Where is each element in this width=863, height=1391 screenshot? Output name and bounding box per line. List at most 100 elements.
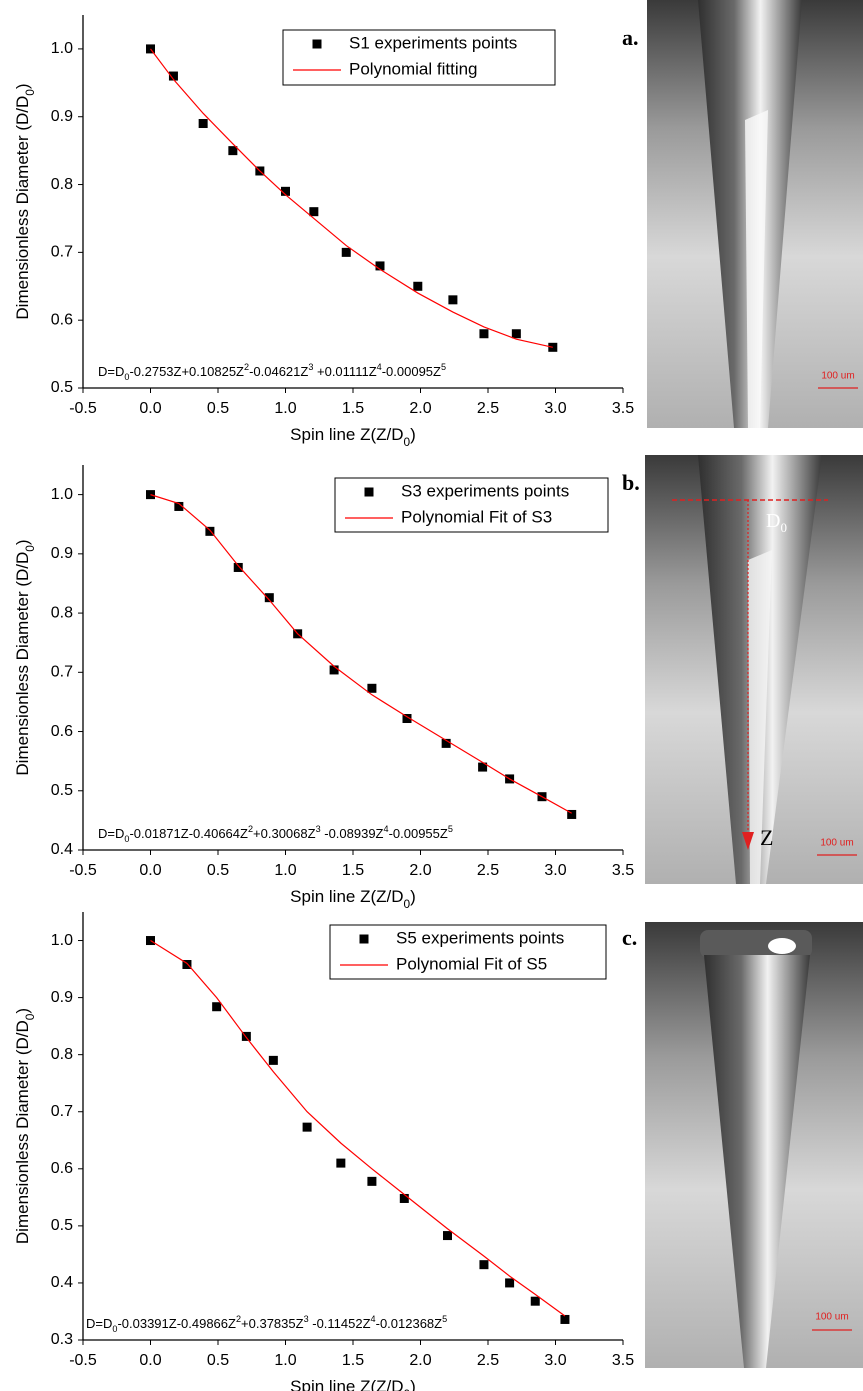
y-axis-title-part: ) [13, 539, 32, 545]
data-point [168, 71, 178, 81]
data-point [268, 1055, 278, 1065]
equation-part: 5 [441, 362, 446, 372]
y-tick-label: 0.4 [51, 841, 73, 858]
data-point [281, 186, 290, 196]
data-point [309, 207, 319, 217]
x-tick-label: -0.5 [69, 862, 97, 879]
data-point [367, 1176, 377, 1186]
x-tick-label: -0.5 [69, 1352, 97, 1369]
y-axis-title-part: 0 [23, 89, 37, 96]
equation-part: 0 [112, 1324, 117, 1334]
photo-a [647, 0, 863, 428]
y-axis-title-part: Dimensionless Diameter (D/D [13, 1020, 32, 1244]
y-tick-label: 0.3 [51, 1331, 73, 1348]
equation-part: D=D [98, 364, 124, 379]
data-point [402, 714, 412, 724]
data-point [443, 1231, 452, 1241]
equation-part: +0.01111Z [313, 364, 376, 379]
y-axis-title-part: 0 [23, 545, 37, 552]
data-point [530, 1296, 540, 1306]
legend-box [334, 477, 609, 533]
y-tick-label: 0.8 [51, 604, 73, 621]
y-axis-title-part: Dimensionless Diameter (D/D [13, 96, 32, 320]
y-axis-title-part: 0 [23, 1013, 37, 1020]
fit-line [150, 494, 572, 814]
x-tick-label: 3.5 [612, 1352, 634, 1369]
equation-part: +0.37835Z [241, 1316, 304, 1331]
y-tick-label: 0.9 [51, 545, 73, 562]
y-tick-label: 0.5 [51, 379, 73, 396]
x-axis-title-part: 0 [404, 435, 411, 449]
x-tick-label: 3.0 [544, 862, 566, 879]
data-point [448, 295, 458, 305]
equation-part: 5 [448, 824, 453, 834]
x-axis-title: Spin line Z(Z/D0) [290, 1377, 416, 1391]
panel-label: c. [622, 925, 637, 950]
y-tick-label: 0.5 [51, 782, 73, 799]
y-tick-label: 1.0 [51, 486, 73, 503]
data-point [198, 119, 208, 129]
x-tick-label: -0.5 [69, 400, 97, 417]
data-point [336, 1158, 346, 1168]
y-tick-label: 0.7 [51, 1103, 73, 1120]
data-point [567, 809, 577, 819]
equation-part: +0.30068Z [253, 826, 316, 841]
equation-part: -0.2753Z+0.10825Z [129, 364, 244, 379]
fit-line [150, 48, 553, 348]
data-point [174, 501, 184, 511]
equation-part: -0.08939Z [321, 826, 384, 841]
scale-bar-label: 100 um [821, 371, 854, 382]
data-point [479, 329, 489, 339]
data-point [367, 683, 377, 693]
y-tick-label: 1.0 [51, 932, 73, 949]
diameter-label: D0 [766, 510, 787, 536]
diameter-main: D [766, 510, 780, 532]
equation-part: 3 [304, 1314, 309, 1324]
x-tick-label: 2.0 [409, 1352, 431, 1369]
x-tick-label: 3.0 [544, 400, 566, 417]
x-tick-label: 2.5 [477, 1352, 499, 1369]
x-tick-label: 0.5 [207, 862, 229, 879]
x-tick-label: 3.0 [544, 1352, 566, 1369]
scale-bar-label: 100 um [815, 1312, 848, 1323]
data-point [413, 281, 423, 291]
x-axis-title-part: Spin line Z(Z/D [290, 1377, 403, 1391]
fit-line [150, 940, 566, 1317]
equation-part: -0.00955Z [389, 826, 448, 841]
equation-part: 0 [124, 372, 129, 382]
data-point [182, 960, 192, 970]
legend-label: Polynomial Fit of S3 [401, 507, 552, 526]
axis-label: Z [760, 825, 773, 850]
y-tick-label: 0.9 [51, 989, 73, 1006]
y-tick-label: 0.7 [51, 664, 73, 681]
y-tick-label: 0.5 [51, 1217, 73, 1234]
x-tick-label: 2.0 [409, 862, 431, 879]
equation-part: -0.11452Z [309, 1316, 371, 1331]
y-tick-label: 0.6 [51, 311, 73, 328]
equation: D=D0-0.01871Z-0.40664Z2+0.30068Z3 -0.089… [98, 824, 453, 844]
equation-part: 5 [442, 1314, 447, 1324]
equation: D=D0-0.2753Z+0.10825Z2-0.04621Z3 +0.0111… [98, 362, 446, 382]
data-point [511, 329, 521, 339]
equation-part: -0.01871Z-0.40664Z [129, 826, 248, 841]
legend-swatch [364, 487, 374, 497]
equation-part: 4 [371, 1314, 376, 1324]
x-tick-label: 1.0 [274, 400, 296, 417]
x-tick-label: 1.0 [274, 1352, 296, 1369]
equation-part: -0.012368Z [376, 1316, 443, 1331]
x-axis-title-part: 0 [404, 1387, 411, 1391]
legend-swatch [312, 39, 322, 49]
x-tick-label: 2.5 [477, 400, 499, 417]
legend-box [329, 924, 607, 980]
data-point [341, 247, 351, 257]
photo-b [645, 455, 863, 884]
equation-part: 3 [308, 362, 313, 372]
x-tick-label: 0.5 [207, 400, 229, 417]
x-axis-title-part: 0 [404, 897, 411, 911]
equation-part: 2 [248, 824, 253, 834]
y-axis-title-part: ) [13, 83, 32, 89]
equation-part: 2 [244, 362, 249, 372]
legend-label: Polynomial Fit of S5 [396, 954, 547, 973]
scale-bar-label: 100 um [820, 838, 853, 849]
